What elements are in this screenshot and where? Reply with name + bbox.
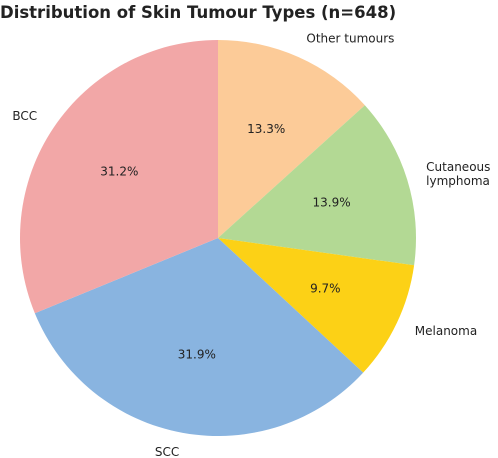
pie-slice — [218, 40, 365, 238]
chart-title: Distribution of Skin Tumour Types (n=648… — [0, 3, 396, 22]
slice-label: Melanoma — [415, 324, 477, 338]
value-label: 13.3% — [247, 122, 285, 136]
slice-label: Cutaneous lymphoma — [426, 159, 490, 187]
pie-slice — [34, 238, 364, 436]
slice-label: Other tumours — [306, 31, 394, 45]
value-label: 9.7% — [310, 281, 341, 295]
pie-slice — [20, 40, 218, 314]
pie-slice — [218, 105, 416, 266]
slice-label: BCC — [12, 109, 37, 123]
value-label: 31.9% — [178, 347, 216, 361]
value-label: 13.9% — [312, 196, 350, 210]
value-label: 31.2% — [100, 164, 138, 178]
pie-slice — [218, 238, 415, 373]
slice-label: SCC — [155, 445, 179, 458]
